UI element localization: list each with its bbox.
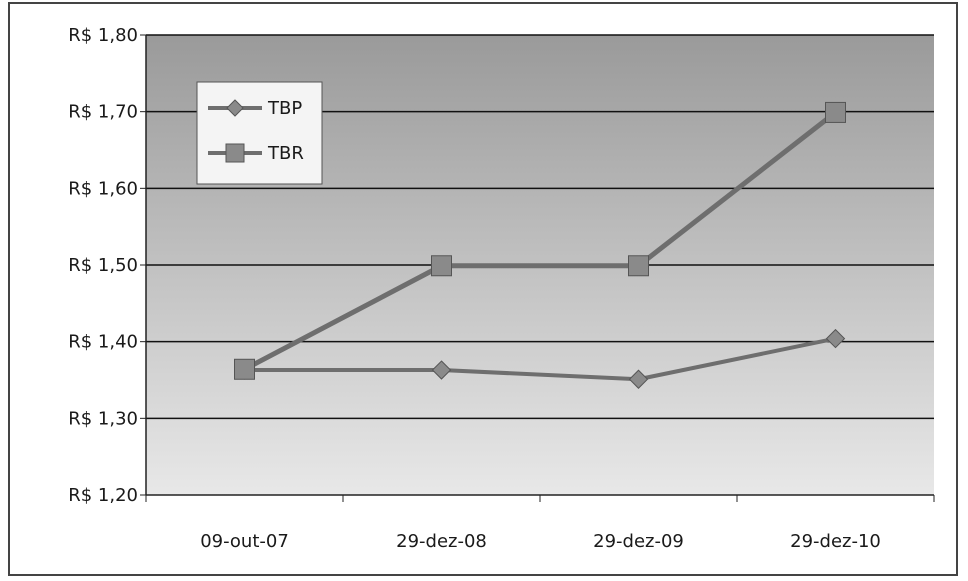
y-tick-label: R$ 1,30 — [68, 408, 138, 429]
x-tick-label: 29-dez-10 — [790, 531, 881, 552]
y-tick-label: R$ 1,70 — [68, 102, 138, 123]
data-point-tbr — [628, 255, 649, 277]
data-point-tbr — [825, 101, 846, 123]
x-tick-label: 09-out-07 — [200, 531, 289, 552]
data-point-tbp — [431, 360, 452, 380]
legend-box — [196, 81, 323, 185]
y-tick-label: R$ 1,60 — [68, 178, 138, 199]
x-tick-label: 29-dez-09 — [593, 531, 684, 552]
legend: TBP TBR — [196, 81, 323, 185]
axes: R$ 1,20 R$ 1,30 R$ 1,40 R$ 1,50 R$ 1,60 R$ 1,… — [68, 25, 935, 552]
y-tick-label: R$ 1,40 — [68, 332, 138, 353]
y-tick-label: R$ 1,80 — [68, 25, 138, 46]
data-point-tbr — [234, 358, 255, 380]
data-point-tbp — [628, 369, 649, 389]
legend-label-tbp: TBP — [267, 98, 302, 119]
legend-marker-tbp — [226, 99, 244, 117]
y-tick-label: R$ 1,20 — [68, 485, 138, 506]
data-point-tbp — [825, 328, 846, 349]
x-tick-label: 29-dez-08 — [396, 531, 487, 552]
series-line-tbp — [244, 336, 836, 382]
series-line-tbr — [243, 110, 838, 372]
legend-label-tbr: TBR — [267, 143, 304, 164]
series — [234, 101, 846, 389]
data-point-tbr — [431, 255, 452, 277]
legend-marker-tbr — [225, 143, 245, 163]
y-tick-label: R$ 1,50 — [68, 255, 138, 276]
